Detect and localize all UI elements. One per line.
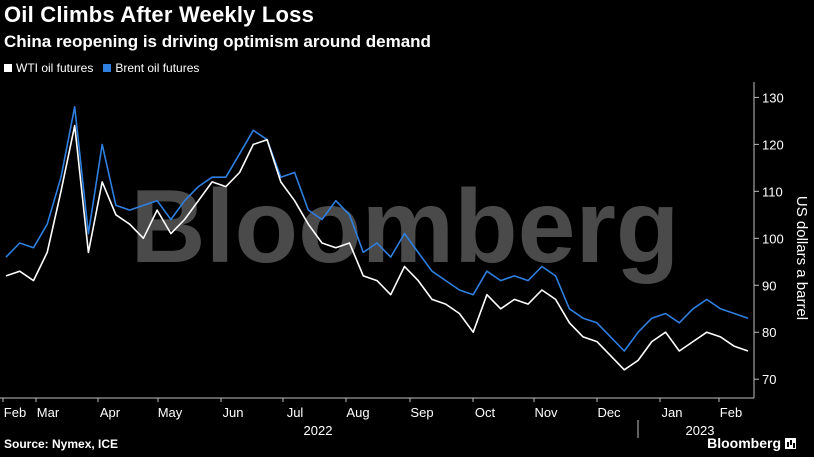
legend: WTI oil futures Brent oil futures [4,61,199,75]
source-note: Source: Nymex, ICE [4,437,119,451]
wti-series-line [5,124,749,371]
y-tick-label: 90 [762,278,776,293]
brand-footer: Bloomberg [707,435,796,451]
chart-subtitle: China reopening is driving optimism arou… [4,32,431,51]
x-tick-label: Aug [346,405,369,420]
x-tick-label: Apr [100,405,121,420]
brand-label: Bloomberg [707,435,781,451]
x-axis: Feb Mar Apr May Jun Jul Aug Sep Oct Nov Dec Jan Feb 2… [0,397,754,438]
chart-title: Oil Climbs After Weekly Loss [4,2,315,27]
x-tick-label: Oct [475,405,496,420]
x-tick-label: Jul [287,405,304,420]
bloomberg-logo-icon [785,437,796,449]
x-tick-label: Jan [662,405,683,420]
y-axis-label: US dollars a barrel [793,196,810,320]
y-tick-label: 70 [762,372,776,387]
x-tick-label: Jun [223,405,244,420]
x-tick-label: Nov [534,405,558,420]
x-tick-label: Feb [4,405,26,420]
legend-label-brent: Brent oil futures [115,61,200,75]
series-lines [5,106,749,371]
legend-swatch-wti [4,64,12,72]
legend-item-brent: Brent oil futures [103,61,199,75]
x-tick-label: May [158,405,183,420]
y-tick-label: 100 [762,231,784,246]
y-tick-label: 80 [762,325,776,340]
x-tick-label: Mar [37,405,60,420]
x-tick-label: Sep [410,405,433,420]
x-tick-label: Dec [597,405,621,420]
y-tick-label: 110 [762,184,783,199]
year-label: 2023 [686,423,715,438]
legend-swatch-brent [103,64,112,72]
bloomberg-watermark: Bloomberg [131,169,680,285]
y-tick-label: 130 [762,90,784,105]
x-tick-label: Feb [720,405,742,420]
brent-series-line [5,106,749,352]
y-tick-label: 120 [762,137,784,152]
year-label: 2022 [304,423,333,438]
legend-item-wti: WTI oil futures [4,61,93,75]
y-axis: 70 80 90 100 110 120 130 [753,82,784,398]
legend-label-wti: WTI oil futures [16,61,94,75]
